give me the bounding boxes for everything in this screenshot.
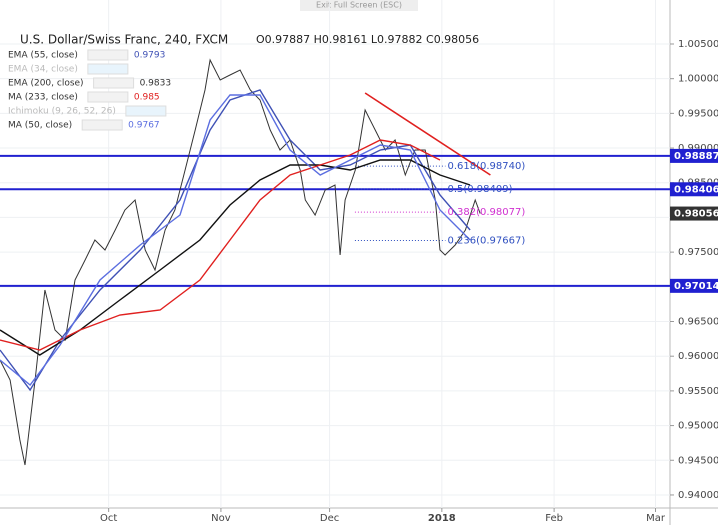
x-tick-label: Dec: [320, 513, 339, 524]
y-tick-label: 0.95500: [678, 386, 718, 397]
legend-name: EMA (34, close): [8, 65, 78, 75]
legend-name: Ichimoku (9, 26, 52, 26): [8, 107, 116, 117]
legend-value: 0.9793: [134, 51, 166, 61]
y-tick-label: 0.94500: [678, 455, 718, 466]
price-line: [0, 58, 481, 466]
fib-label: 0.382(0.98077): [447, 207, 525, 218]
y-tick-label: 0.97500: [678, 247, 718, 258]
indicator-line: [0, 94, 471, 387]
legend-name: EMA (55, close): [8, 51, 78, 61]
trendline: [364, 92, 491, 176]
y-tick-label: 0.99500: [678, 108, 718, 119]
legend-name: MA (50, close): [8, 121, 72, 131]
legend-buttons: [87, 49, 129, 61]
legend-value: 0.9833: [140, 79, 172, 89]
x-tick-label: Mar: [646, 513, 666, 524]
legend-value: 0.985: [134, 93, 160, 103]
y-tick-label: 1.00000: [678, 74, 718, 85]
legend-buttons: [87, 63, 129, 75]
fib-label: 0.618(0.98740): [447, 161, 525, 172]
legend-buttons: [125, 105, 167, 117]
exit-fullscreen[interactable]: Exit Full Screen (ESC): [316, 1, 402, 10]
y-tick-label: 0.94000: [678, 490, 718, 501]
overlay: U.S. Dollar/Swiss Franc, 240, FXCM O0.97…: [8, 33, 718, 293]
x-tick-label: Feb: [545, 513, 563, 524]
indicator-line: [0, 139, 441, 351]
indicator-line: [0, 159, 471, 356]
legend-name: MA (233, close): [8, 93, 78, 103]
level-label: 0.97014: [674, 281, 718, 292]
chart-title: U.S. Dollar/Swiss Franc, 240, FXCM: [20, 33, 228, 47]
y-tick-label: 1.00500: [678, 39, 718, 50]
legend-buttons: [81, 119, 123, 131]
legend-value: 0.9767: [128, 121, 160, 131]
y-tick-label: 0.96500: [678, 317, 718, 328]
top-bar[interactable]: [300, 0, 418, 11]
x-tick-label: Oct: [100, 513, 117, 524]
level-label-box: [670, 182, 718, 197]
fib-label: 0.5(0.98409): [447, 184, 512, 195]
y-tick-label: 0.96000: [678, 351, 718, 362]
fib-label: 0.236(0.97667): [447, 236, 525, 247]
legend-buttons: [93, 77, 135, 89]
x-tick-label: 2018: [428, 513, 456, 524]
legend-name: EMA (200, close): [8, 79, 84, 89]
last-price-label: 0.98056: [674, 209, 718, 220]
level-label: 0.98887: [674, 151, 718, 162]
y-tick-label: 0.95000: [678, 421, 718, 432]
level-label-box: [670, 278, 718, 293]
ohlc: O0.97887 H0.98161 L0.97882 C0.98056: [256, 33, 479, 46]
y-tick-label: 0.99000: [678, 143, 718, 154]
x-tick-label: Nov: [211, 513, 231, 524]
last-price-box: [670, 206, 718, 221]
level-label-box: [670, 148, 718, 163]
marks: [0, 58, 670, 466]
legend-buttons: [87, 91, 129, 103]
level-label: 0.98406: [674, 184, 718, 195]
